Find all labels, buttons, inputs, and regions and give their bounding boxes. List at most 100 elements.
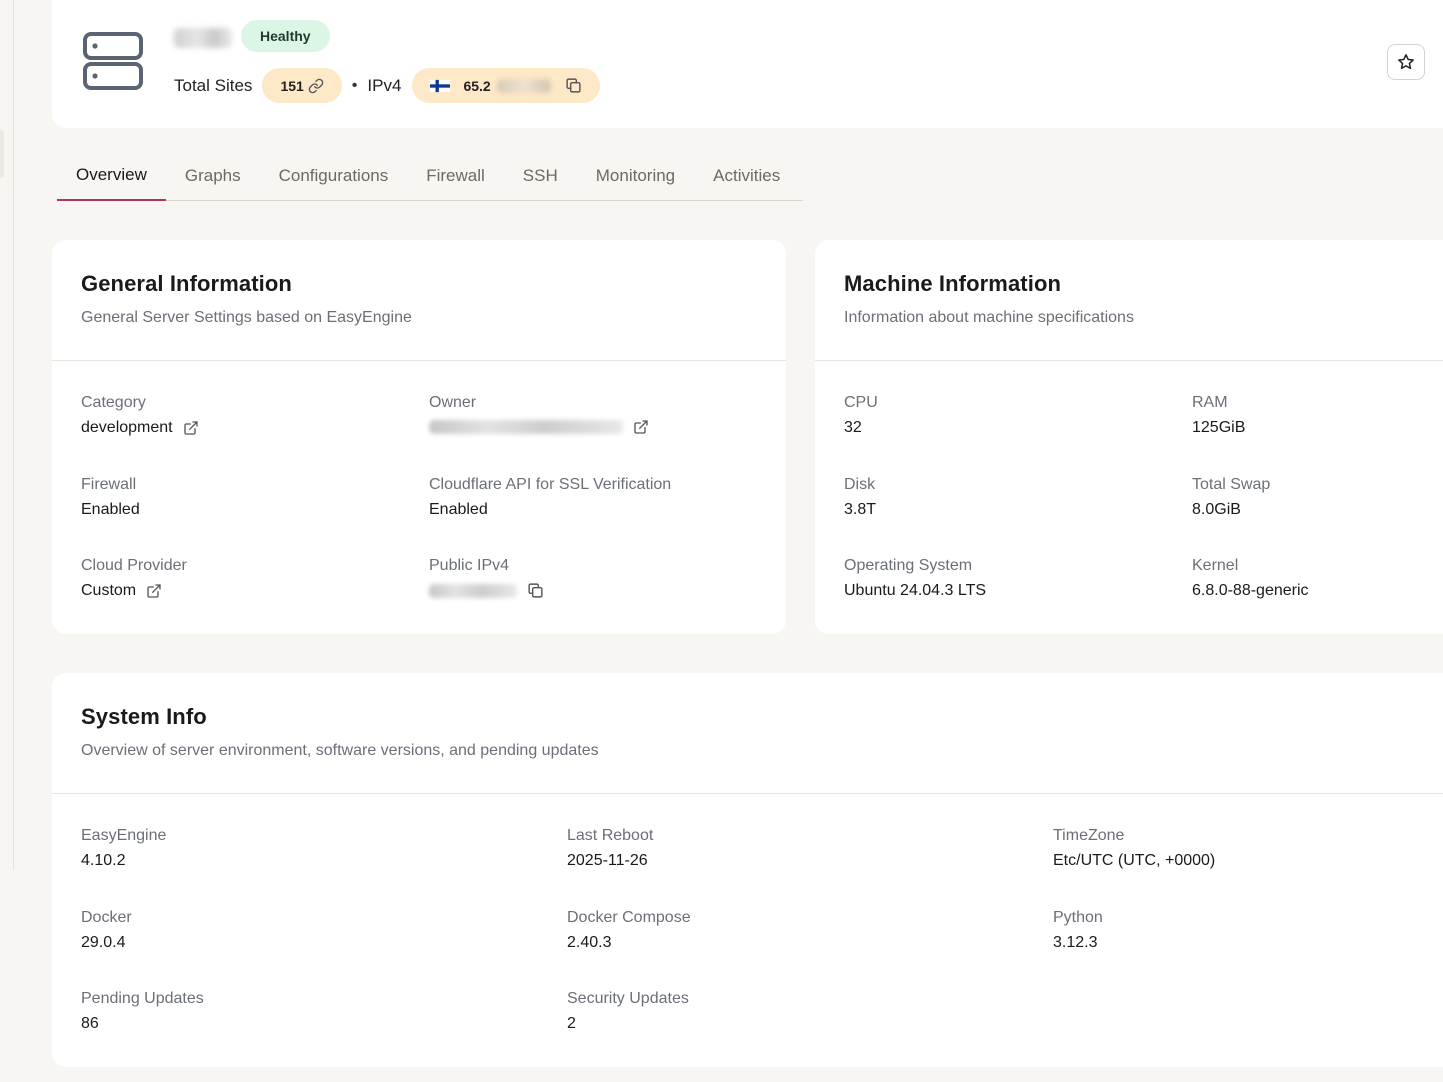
server-icon bbox=[83, 32, 143, 90]
machine-information-card: Machine Information Information about ma… bbox=[815, 240, 1443, 634]
cloudflare-label: Cloudflare API for SSL Verification bbox=[429, 476, 672, 493]
server-meta-row: Total Sites 151 • IPv4 65.2 bbox=[174, 68, 600, 103]
card-title: General Information bbox=[81, 271, 292, 296]
health-status-badge: Healthy bbox=[241, 20, 330, 52]
system-info-card: System Info Overview of server environme… bbox=[52, 673, 1443, 1067]
swap-label: Total Swap bbox=[1192, 476, 1271, 493]
timezone-label: TimeZone bbox=[1053, 827, 1125, 844]
tab-monitoring[interactable]: Monitoring bbox=[595, 165, 676, 185]
easyengine-field: EasyEngine 4.10.2 bbox=[81, 827, 166, 870]
docker-value: 29.0.4 bbox=[81, 934, 126, 951]
category-value: development bbox=[81, 419, 173, 436]
copy-icon bbox=[566, 78, 581, 93]
firewall-field: Firewall Enabled bbox=[81, 476, 140, 519]
last-reboot-value: 2025-11-26 bbox=[567, 852, 648, 869]
public-ip-redacted bbox=[429, 583, 517, 598]
server-header: Healthy Total Sites 151 • IPv4 65.2 bbox=[52, 0, 1443, 128]
external-link-icon[interactable] bbox=[633, 419, 649, 435]
pending-updates-label: Pending Updates bbox=[81, 990, 204, 1007]
tab-firewall[interactable]: Firewall bbox=[426, 165, 485, 185]
general-information-card: General Information General Server Setti… bbox=[52, 240, 786, 634]
tab-configurations[interactable]: Configurations bbox=[278, 165, 389, 185]
ram-value: 125GiB bbox=[1192, 419, 1246, 436]
docker-compose-field: Docker Compose 2.40.3 bbox=[567, 909, 691, 952]
disk-value: 3.8T bbox=[844, 501, 877, 518]
copy-ip-button[interactable] bbox=[565, 77, 582, 94]
tab-overview[interactable]: Overview bbox=[57, 150, 166, 201]
ip-address-redacted bbox=[496, 78, 551, 93]
owner-field: Owner bbox=[429, 394, 649, 435]
security-updates-label: Security Updates bbox=[567, 990, 689, 1007]
python-field: Python 3.12.3 bbox=[1053, 909, 1103, 952]
cloud-provider-label: Cloud Provider bbox=[81, 557, 187, 574]
firewall-label: Firewall bbox=[81, 476, 137, 493]
timezone-value: Etc/UTC (UTC, +0000) bbox=[1053, 852, 1216, 869]
separator-dot: • bbox=[351, 76, 358, 94]
kernel-label: Kernel bbox=[1192, 557, 1239, 574]
cloudflare-field: Cloudflare API for SSL Verification Enab… bbox=[429, 476, 671, 519]
finland-flag-icon bbox=[430, 79, 451, 92]
last-reboot-label: Last Reboot bbox=[567, 827, 654, 844]
easyengine-label: EasyEngine bbox=[81, 827, 167, 844]
card-title: Machine Information bbox=[844, 271, 1062, 296]
public-ip-label: Public IPv4 bbox=[429, 557, 510, 574]
os-label: Operating System bbox=[844, 557, 973, 574]
card-subtitle: Information about machine specifications bbox=[844, 309, 1134, 326]
total-sites-label: Total Sites bbox=[174, 75, 253, 95]
star-icon bbox=[1398, 54, 1414, 70]
server-tabs: Overview Graphs Configurations Firewall … bbox=[57, 150, 803, 201]
docker-compose-value: 2.40.3 bbox=[567, 934, 612, 951]
disk-label: Disk bbox=[844, 476, 876, 493]
kernel-field: Kernel 6.8.0-88-generic bbox=[1192, 557, 1309, 600]
pending-updates-value: 86 bbox=[81, 1015, 99, 1032]
pending-updates-field: Pending Updates 86 bbox=[81, 990, 204, 1033]
tab-ssh[interactable]: SSH bbox=[522, 165, 558, 185]
favorite-button[interactable] bbox=[1387, 44, 1425, 80]
swap-value: 8.0GiB bbox=[1192, 501, 1241, 518]
timezone-field: TimeZone Etc/UTC (UTC, +0000) bbox=[1053, 827, 1215, 870]
cpu-value: 32 bbox=[844, 419, 862, 436]
ip-type-label: IPv4 bbox=[367, 75, 402, 95]
cloudflare-value: Enabled bbox=[429, 501, 488, 518]
cloud-provider-field: Cloud Provider Custom bbox=[81, 557, 187, 600]
card-subtitle: Overview of server environment, software… bbox=[81, 742, 599, 759]
external-link-icon[interactable] bbox=[183, 420, 199, 436]
total-sites-value: 151 bbox=[280, 77, 304, 94]
rail-indicator bbox=[0, 130, 4, 178]
card-subtitle: General Server Settings based on EasyEng… bbox=[81, 309, 412, 326]
card-title: System Info bbox=[81, 704, 207, 729]
public-ip-field: Public IPv4 bbox=[429, 557, 544, 599]
kernel-value: 6.8.0-88-generic bbox=[1192, 582, 1309, 599]
ip-address-prefix: 65.2 bbox=[463, 77, 491, 94]
copy-icon[interactable] bbox=[527, 582, 544, 599]
last-reboot-field: Last Reboot 2025-11-26 bbox=[567, 827, 653, 870]
owner-email-redacted bbox=[429, 420, 623, 434]
security-updates-field: Security Updates 2 bbox=[567, 990, 689, 1033]
easyengine-value: 4.10.2 bbox=[81, 852, 126, 869]
cloud-provider-value: Custom bbox=[81, 582, 137, 599]
total-sites-pill[interactable]: 151 bbox=[262, 68, 342, 103]
category-field: Category development bbox=[81, 394, 199, 437]
os-field: Operating System Ubuntu 24.04.3 LTS bbox=[844, 557, 986, 600]
ram-field: RAM 125GiB bbox=[1192, 394, 1245, 437]
disk-field: Disk 3.8T bbox=[844, 476, 876, 519]
owner-label: Owner bbox=[429, 394, 477, 411]
server-name-redacted bbox=[174, 28, 232, 48]
docker-label: Docker bbox=[81, 909, 132, 926]
security-updates-value: 2 bbox=[567, 1015, 576, 1032]
left-rail bbox=[0, 0, 14, 870]
python-value: 3.12.3 bbox=[1053, 934, 1098, 951]
docker-field: Docker 29.0.4 bbox=[81, 909, 132, 952]
ip-address-pill: 65.2 bbox=[412, 68, 600, 103]
tab-graphs[interactable]: Graphs bbox=[184, 165, 241, 185]
os-value: Ubuntu 24.04.3 LTS bbox=[844, 582, 987, 599]
swap-field: Total Swap 8.0GiB bbox=[1192, 476, 1270, 519]
tab-activities[interactable]: Activities bbox=[713, 165, 781, 185]
external-link-icon[interactable] bbox=[146, 583, 162, 599]
python-label: Python bbox=[1053, 909, 1103, 926]
category-label: Category bbox=[81, 394, 146, 411]
firewall-value: Enabled bbox=[81, 501, 140, 518]
ram-label: RAM bbox=[1192, 394, 1228, 411]
cpu-label: CPU bbox=[844, 394, 878, 411]
docker-compose-label: Docker Compose bbox=[567, 909, 691, 926]
